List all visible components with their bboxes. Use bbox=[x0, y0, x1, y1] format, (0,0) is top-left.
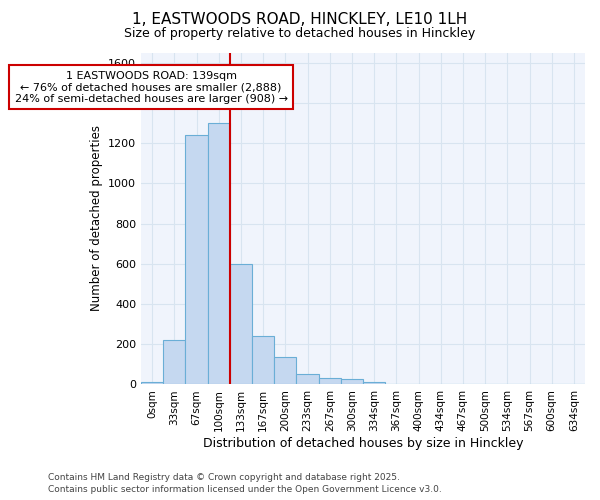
Text: 1 EASTWOODS ROAD: 139sqm
← 76% of detached houses are smaller (2,888)
24% of sem: 1 EASTWOODS ROAD: 139sqm ← 76% of detach… bbox=[14, 70, 287, 104]
Y-axis label: Number of detached properties: Number of detached properties bbox=[89, 126, 103, 312]
Bar bbox=[141, 382, 163, 384]
Bar bbox=[296, 374, 319, 384]
Bar bbox=[319, 378, 341, 384]
Bar bbox=[230, 264, 252, 384]
X-axis label: Distribution of detached houses by size in Hinckley: Distribution of detached houses by size … bbox=[203, 437, 523, 450]
Text: 1, EASTWOODS ROAD, HINCKLEY, LE10 1LH: 1, EASTWOODS ROAD, HINCKLEY, LE10 1LH bbox=[133, 12, 467, 28]
Bar bbox=[163, 340, 185, 384]
Text: Size of property relative to detached houses in Hinckley: Size of property relative to detached ho… bbox=[124, 28, 476, 40]
Bar bbox=[341, 380, 363, 384]
Bar bbox=[208, 123, 230, 384]
Bar bbox=[185, 135, 208, 384]
Bar bbox=[274, 358, 296, 384]
Text: Contains HM Land Registry data © Crown copyright and database right 2025.: Contains HM Land Registry data © Crown c… bbox=[48, 474, 400, 482]
Bar bbox=[252, 336, 274, 384]
Text: Contains public sector information licensed under the Open Government Licence v3: Contains public sector information licen… bbox=[48, 485, 442, 494]
Bar bbox=[363, 382, 385, 384]
